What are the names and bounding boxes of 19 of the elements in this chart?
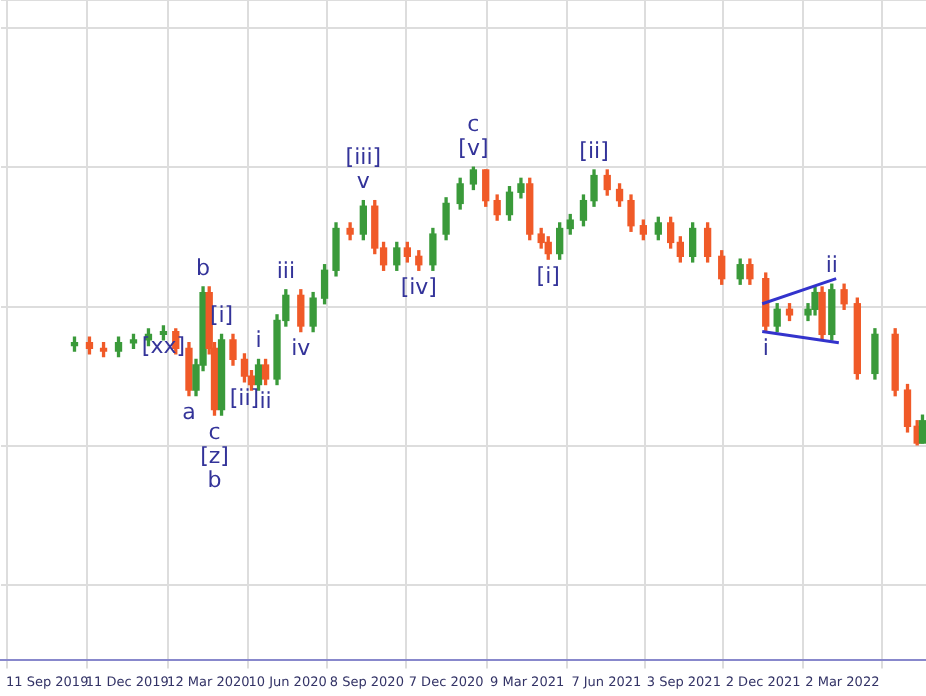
annotation: ii — [825, 251, 838, 278]
annotation: b — [207, 466, 222, 493]
annotation: i — [762, 335, 769, 362]
annotation: a — [182, 399, 196, 426]
annotation: iii — [276, 257, 295, 284]
annotation: [iv] — [400, 274, 437, 301]
annotation: [ii] — [579, 137, 609, 164]
annotation: [i] — [536, 262, 560, 289]
annotation: [v] — [458, 134, 489, 161]
annotation: c — [208, 418, 221, 445]
annotation: [z] — [200, 442, 229, 469]
annotation: b — [196, 254, 211, 281]
annotation: ii — [259, 388, 272, 415]
annotation: iv — [291, 335, 312, 362]
annotation: i — [255, 327, 262, 354]
annotation: v — [356, 168, 371, 195]
annotation: [ii] — [229, 385, 260, 412]
annotation: c — [467, 110, 480, 137]
annotation: [iii] — [345, 144, 382, 171]
